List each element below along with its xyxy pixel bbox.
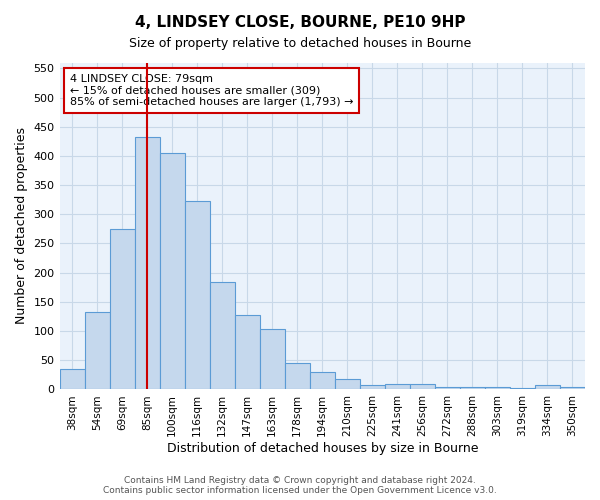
Bar: [285, 362, 310, 390]
Text: 4, LINDSEY CLOSE, BOURNE, PE10 9HP: 4, LINDSEY CLOSE, BOURNE, PE10 9HP: [135, 15, 465, 30]
Bar: [160, 153, 185, 390]
Bar: [209, 282, 235, 390]
Bar: [485, 386, 510, 390]
Bar: [385, 384, 410, 390]
Text: 4 LINDSEY CLOSE: 79sqm
← 15% of detached houses are smaller (309)
85% of semi-de: 4 LINDSEY CLOSE: 79sqm ← 15% of detached…: [70, 74, 353, 107]
Bar: [560, 386, 585, 390]
Bar: [185, 202, 209, 390]
Text: Contains HM Land Registry data © Crown copyright and database right 2024.
Contai: Contains HM Land Registry data © Crown c…: [103, 476, 497, 495]
Bar: [360, 386, 385, 390]
Bar: [260, 330, 285, 390]
Bar: [59, 369, 85, 390]
Bar: [235, 316, 260, 390]
Bar: [134, 137, 160, 390]
Bar: [335, 379, 360, 390]
Bar: [410, 384, 435, 390]
Bar: [510, 388, 535, 390]
Bar: [110, 229, 134, 390]
Bar: [535, 386, 560, 390]
Y-axis label: Number of detached properties: Number of detached properties: [15, 128, 28, 324]
Bar: [460, 386, 485, 390]
Bar: [435, 386, 460, 390]
Bar: [310, 372, 335, 390]
X-axis label: Distribution of detached houses by size in Bourne: Distribution of detached houses by size …: [167, 442, 478, 455]
Bar: [85, 312, 110, 390]
Text: Size of property relative to detached houses in Bourne: Size of property relative to detached ho…: [129, 38, 471, 51]
